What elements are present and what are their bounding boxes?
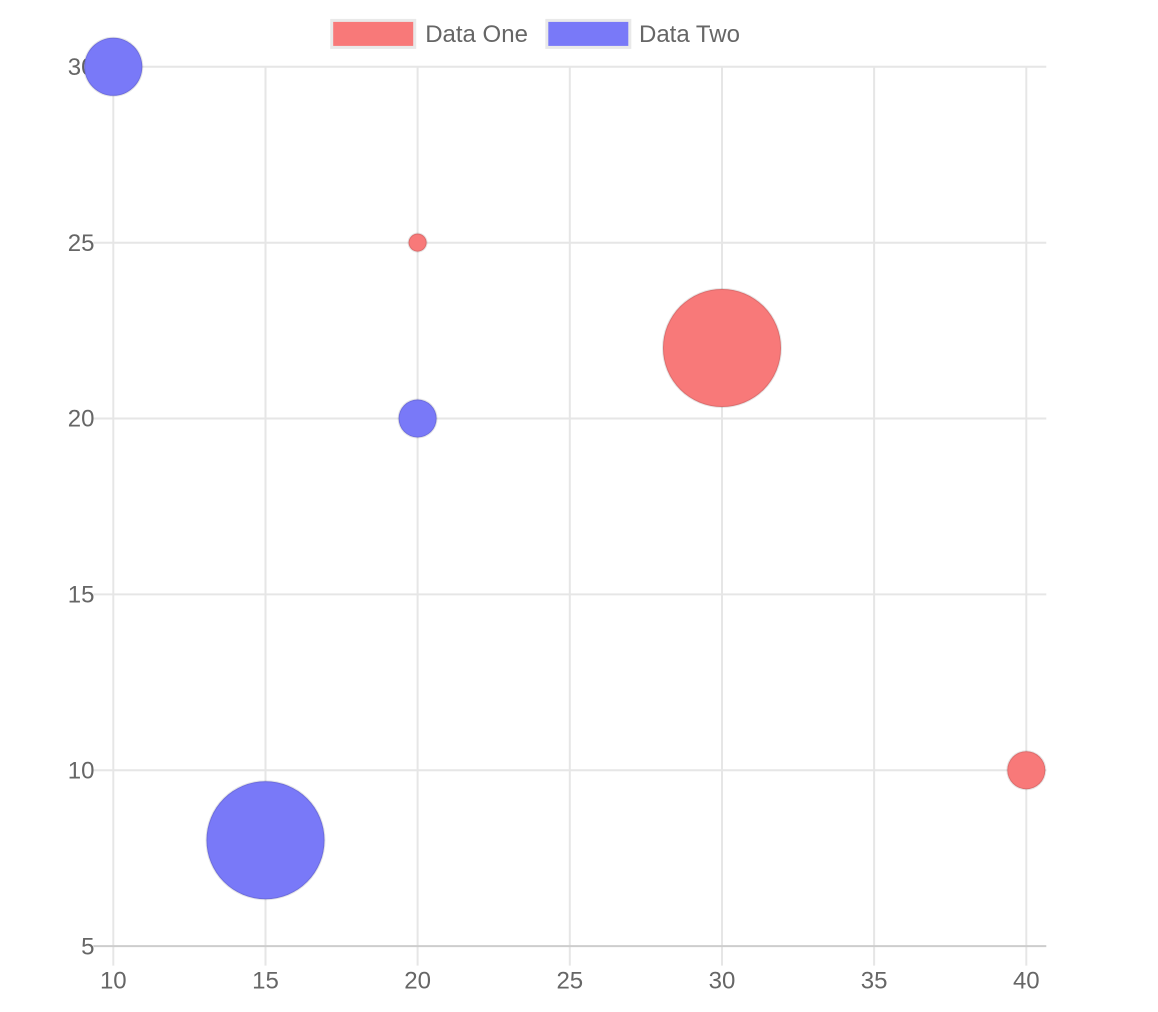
svg-text:5: 5 (81, 933, 94, 960)
svg-text:20: 20 (68, 406, 95, 433)
svg-text:25: 25 (556, 968, 583, 995)
svg-text:Data Two: Data Two (639, 21, 740, 48)
svg-text:Data One: Data One (425, 21, 528, 48)
svg-text:10: 10 (100, 968, 127, 995)
svg-text:15: 15 (252, 968, 279, 995)
svg-text:15: 15 (68, 582, 95, 609)
svg-text:25: 25 (68, 230, 95, 257)
svg-text:30: 30 (709, 968, 736, 995)
svg-text:35: 35 (861, 968, 888, 995)
svg-text:20: 20 (404, 968, 431, 995)
svg-text:40: 40 (1013, 968, 1040, 995)
svg-text:10: 10 (68, 757, 95, 784)
